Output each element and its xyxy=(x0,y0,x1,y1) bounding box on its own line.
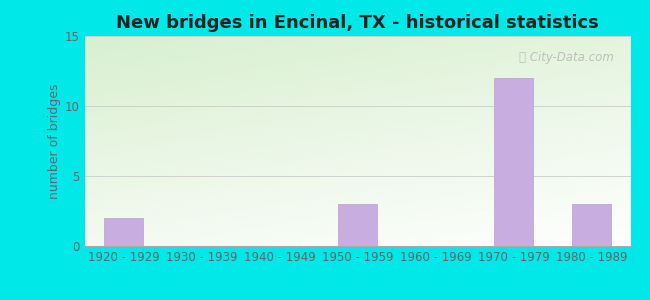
Bar xyxy=(338,204,377,246)
Y-axis label: number of bridges: number of bridges xyxy=(47,83,60,199)
Bar xyxy=(494,78,533,246)
Title: New bridges in Encinal, TX - historical statistics: New bridges in Encinal, TX - historical … xyxy=(116,14,599,32)
Text: ⓘ City-Data.com: ⓘ City-Data.com xyxy=(519,51,614,64)
Bar xyxy=(572,204,611,246)
Bar xyxy=(104,218,143,246)
